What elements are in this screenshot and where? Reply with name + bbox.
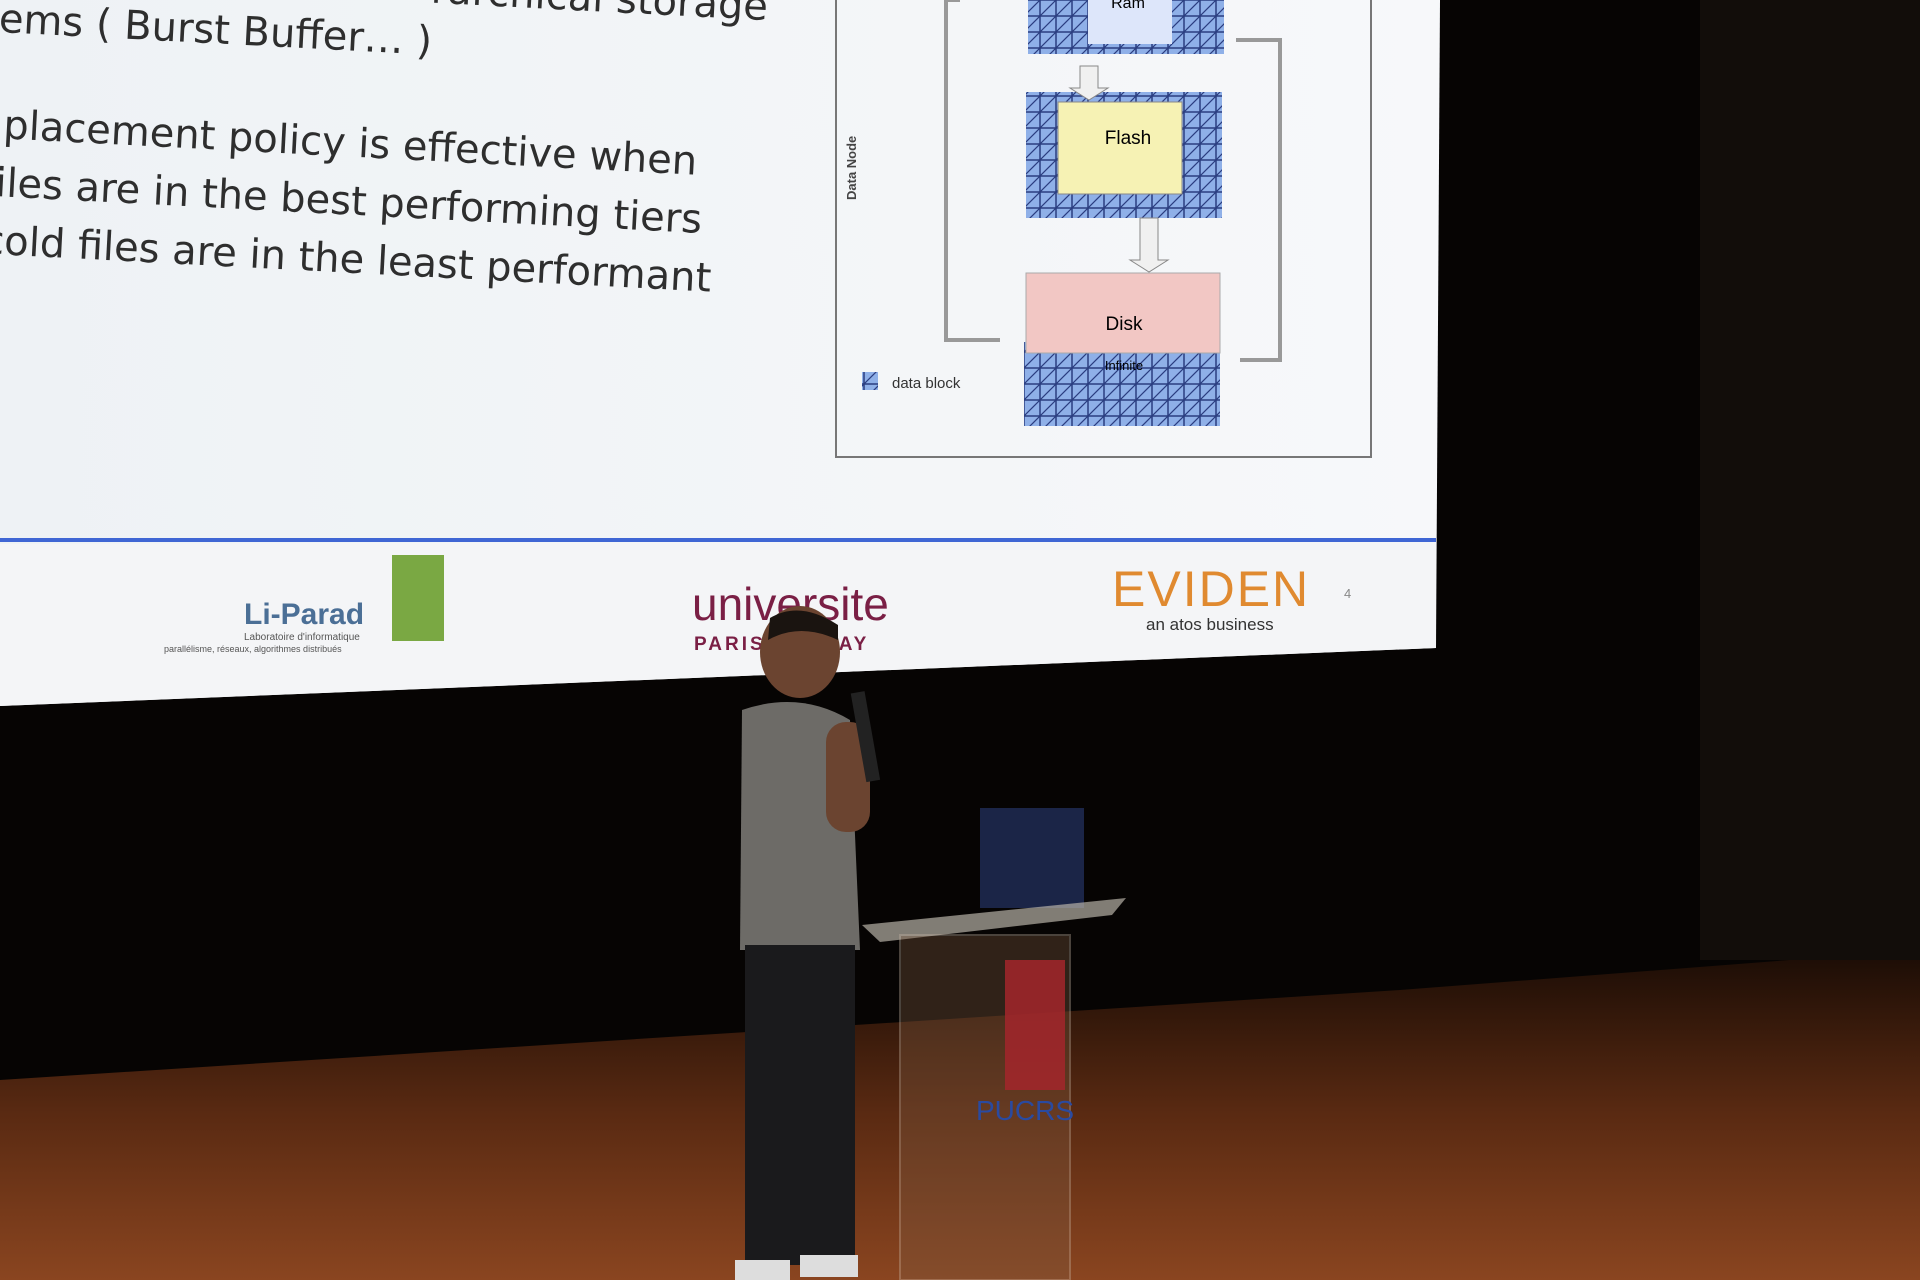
- flash-label: Flash: [1105, 128, 1151, 149]
- disk-blocks: [1024, 342, 1220, 426]
- uvsq-logo: [392, 555, 444, 641]
- laptop: [980, 808, 1084, 908]
- legend-swatch: [862, 372, 878, 390]
- stage-floor: [0, 950, 1920, 1280]
- arrows: [1068, 65, 1170, 273]
- page-number: 4: [1344, 586, 1351, 601]
- curtain: [1700, 0, 1920, 960]
- node-box: [835, 0, 1372, 458]
- presenter: [735, 606, 881, 1280]
- disk-label: Disk: [1106, 314, 1143, 335]
- company-sub: an atos business: [1146, 615, 1274, 634]
- flow-lines: [944, 0, 1282, 362]
- slide-footer: [0, 540, 1436, 706]
- ram-box: [1088, 0, 1172, 44]
- company-logo: EVIDEN: [1112, 561, 1310, 617]
- lab-logo: Li-Parad: [244, 598, 364, 631]
- flash-box: [1057, 101, 1183, 195]
- diagram: Data Node Ram Flash Disk Infinite data b…: [835, 0, 1372, 458]
- lab-line: parallélisme, réseaux, algorithmes distr…: [164, 644, 342, 654]
- disk-note: Infinite: [1105, 358, 1143, 373]
- node-label: Data Node: [844, 136, 859, 200]
- ram-label: Ram: [1111, 0, 1145, 12]
- podium-logo: PUCRS: [976, 1095, 1074, 1126]
- lab-line: Laboratoire d'informatique: [244, 632, 360, 643]
- disk-box: [1025, 272, 1221, 354]
- podium: PUCRS: [862, 898, 1126, 1280]
- legend-label: data block: [892, 375, 961, 392]
